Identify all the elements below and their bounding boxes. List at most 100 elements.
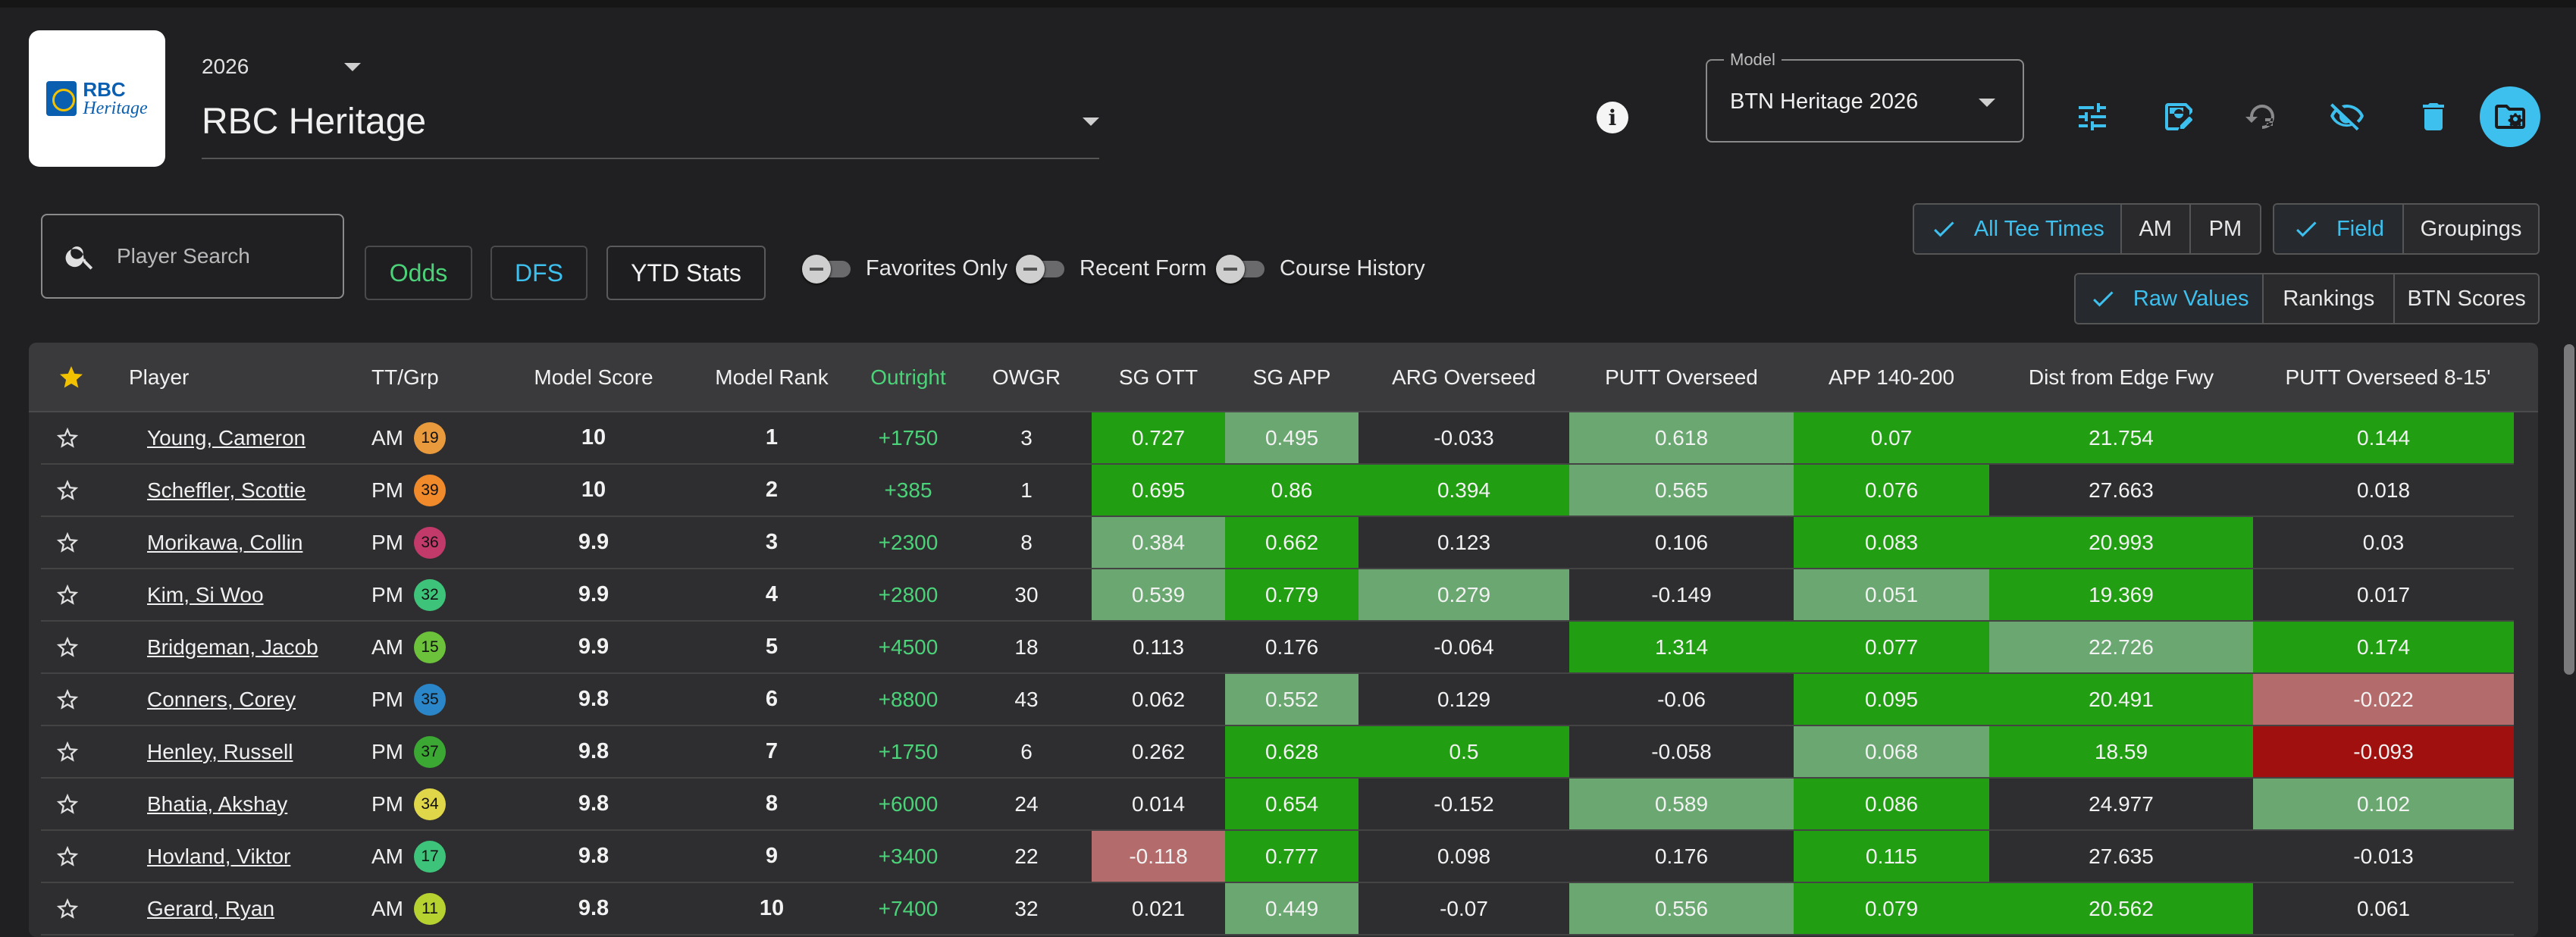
favorite-star-icon[interactable] [49,517,86,568]
stat-cell-a140: 0.07 [1794,412,1989,463]
model-score: 9.8 [578,791,610,816]
stat-cell-putt: 1.314 [1569,622,1794,672]
model-score: 9.8 [578,896,610,920]
table-row[interactable]: Conners, Corey PM 35 9.8 6 +8800 43 0.062 0.552 0… [41,674,2514,726]
stat-cell-p815: 0.017 [2356,582,2411,606]
player-name-link[interactable]: Scheffler, Scottie [147,478,306,502]
player-name-link[interactable]: Conners, Corey [147,687,296,711]
event-select[interactable]: RBC Heritage [202,85,1099,159]
owgr-value: 30 [1014,582,1039,606]
table-row[interactable]: Hovland, Viktor AM 17 9.8 9 +3400 22 -0.118 0.77… [41,831,2514,883]
model-rank: 9 [765,844,779,868]
table-row[interactable]: Bridgeman, Jacob AM 15 9.9 5 +4500 18 0.113 0.17… [41,622,2514,674]
model-score: 9.8 [578,844,610,868]
table-row[interactable]: Morikawa, Collin PM 36 9.9 3 +2300 8 0.384 0.662… [41,517,2514,569]
header-owgr[interactable]: OWGR [992,365,1061,389]
favorites-toggle[interactable]: Favorites Only [802,253,1008,284]
player-name-link[interactable]: Bridgeman, Jacob [147,635,318,659]
table-row[interactable]: Bhatia, Akshay PM 34 9.8 8 +6000 24 0.014 0.654 -… [41,779,2514,831]
groupings-option[interactable]: Groupings [2402,205,2538,253]
favorite-star-icon[interactable] [49,779,86,829]
pm-option[interactable]: PM [2189,205,2260,253]
header-putt-overseed[interactable]: PUTT Overseed [1605,365,1758,389]
odds-button[interactable]: Odds [365,246,472,300]
player-name-link[interactable]: Hovland, Viktor [147,844,291,868]
delete-icon[interactable] [2411,94,2456,139]
header-putt-overseed-8-15[interactable]: PUTT Overseed 8-15' [2285,365,2491,389]
player-name-link[interactable]: Kim, Si Woo [147,582,264,606]
raw-values-option[interactable]: Raw Values [2076,274,2263,323]
favorite-star-icon[interactable] [49,412,86,463]
favorite-star-icon[interactable] [49,883,86,934]
outright-odds: +1750 [878,425,939,450]
all-tee-times-option[interactable]: All Tee Times [1914,205,2120,253]
header-sg-ott[interactable]: SG OTT [1118,365,1199,389]
favorite-star-icon[interactable] [49,465,86,516]
table-row[interactable]: Scheffler, Scottie PM 39 10 2 +385 1 0.695 0.86 0… [41,465,2514,517]
favorite-star-icon[interactable] [49,831,86,882]
table-row[interactable]: Kim, Si Woo PM 32 9.9 4 +2800 30 0.539 0.779 0.27… [41,569,2514,622]
stat-cell-app: 0.779 [1225,569,1359,620]
stat-cell-arg: 0.123 [1437,530,1491,554]
outright-odds: +4500 [878,635,939,659]
tee-time: PM [371,739,403,763]
table-row[interactable]: Gerard, Ryan AM 11 9.8 10 +7400 32 0.021 0.449 -0… [41,883,2514,935]
favorite-star-icon[interactable] [49,674,86,725]
header-dist-edge-fwy[interactable]: Dist from Edge Fwy [2028,365,2214,389]
info-icon[interactable]: i [1597,102,1628,133]
reset-icon[interactable] [2239,94,2285,139]
course-history-label: Course History [1280,255,1425,280]
player-name-link[interactable]: Gerard, Ryan [147,896,275,920]
search-icon [65,246,93,270]
table-row[interactable]: Young, Cameron AM 19 10 1 +1750 3 0.727 0.495 -0.… [41,412,2514,465]
header-app-140-200[interactable]: APP 140-200 [1828,365,1955,389]
stat-cell-a140: 0.051 [1794,569,1989,620]
stat-cell-putt: 0.565 [1569,465,1794,516]
search-input[interactable] [115,243,331,269]
am-option[interactable]: AM [2120,205,2189,253]
btn-scores-option[interactable]: BTN Scores [2393,274,2538,323]
stat-cell-putt: -0.149 [1651,582,1712,606]
ytd-stats-button[interactable]: YTD Stats [606,246,766,300]
player-name-link[interactable]: Young, Cameron [147,425,306,450]
event-logo: RBC Heritage [29,30,165,167]
model-select[interactable]: Model BTN Heritage 2026 [1706,50,2024,143]
recent-form-toggle[interactable]: Recent Form [1016,253,1207,284]
sliders-icon[interactable] [2070,94,2115,139]
rbc-logo-icon [46,81,77,116]
year-select[interactable]: 2026 [202,50,361,83]
header-model-score[interactable]: Model Score [534,365,653,389]
header-arg-overseed[interactable]: ARG Overseed [1392,365,1536,389]
player-name-link[interactable]: Morikawa, Collin [147,530,303,554]
table-row[interactable]: Henley, Russell PM 37 9.8 7 +1750 6 0.262 0.628 0… [41,726,2514,779]
outright-odds: +8800 [878,687,939,711]
favorite-star-icon[interactable] [49,726,86,777]
save-icon[interactable] [2156,94,2202,139]
header-sg-app[interactable]: SG APP [1252,365,1331,389]
toggle-switch[interactable] [1016,253,1069,284]
player-name-link[interactable]: Bhatia, Akshay [147,791,288,816]
toggle-switch[interactable] [802,253,855,284]
all-tee-times-label: All Tee Times [1973,216,2104,241]
course-history-toggle[interactable]: Course History [1216,253,1425,284]
header-outright[interactable]: Outright [870,365,946,389]
favorite-star-icon[interactable] [49,569,86,620]
header-player[interactable]: Player [129,365,190,389]
stat-cell-p815: -0.022 [2253,674,2514,725]
dfs-button[interactable]: DFS [490,246,588,300]
favorites-column-star-icon[interactable] [58,343,96,412]
stat-cell-ott: 0.062 [1131,687,1186,711]
rankings-option[interactable]: Rankings [2262,274,2394,323]
header-ttgrp[interactable]: TT/Grp [371,365,439,389]
player-search[interactable] [41,214,344,299]
folder-settings-button[interactable] [2480,86,2540,147]
toggle-switch[interactable] [1216,253,1269,284]
visibility-off-icon[interactable] [2324,94,2370,139]
chevron-down-icon [1979,99,1995,107]
field-option[interactable]: Field [2274,205,2403,253]
header-model-rank[interactable]: Model Rank [715,365,829,389]
player-name-link[interactable]: Henley, Russell [147,739,293,763]
favorite-star-icon[interactable] [49,622,86,672]
table-scrollbar[interactable] [2558,343,2576,937]
owgr-value: 18 [1014,635,1039,659]
